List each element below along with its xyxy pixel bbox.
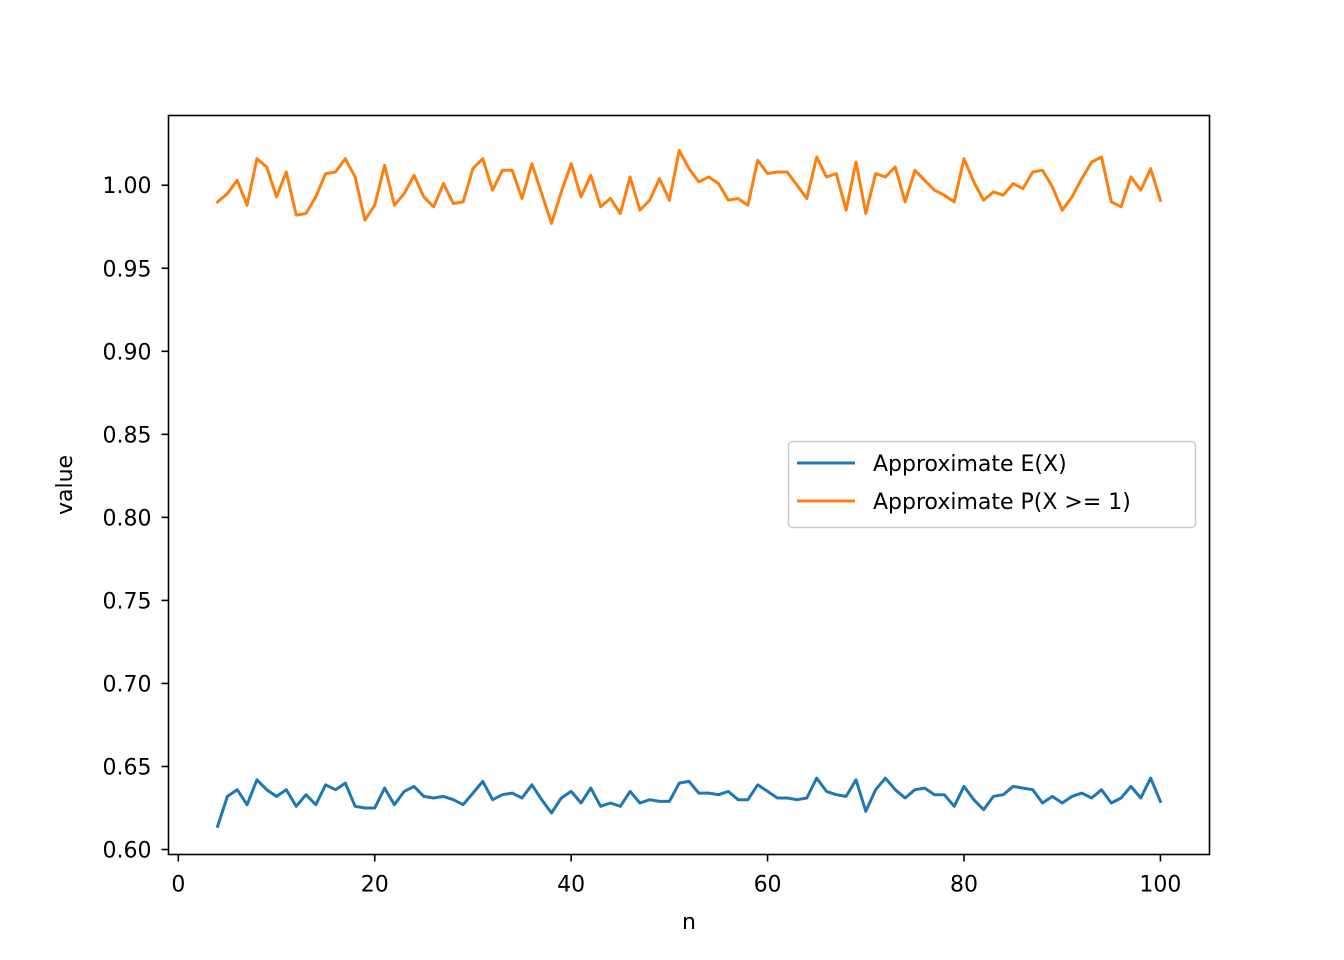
legend: Approximate E(X) Approximate P(X >= 1) [787, 440, 1197, 529]
x-tick-label: 40 [557, 873, 585, 898]
series-line-1 [215, 148, 1163, 225]
legend-label-approximate-ex: Approximate E(X) [873, 452, 1067, 477]
series-layer [215, 148, 1163, 829]
y-tick-label: 0.80 [103, 506, 152, 531]
y-axis-label: value [53, 455, 78, 515]
y-axis: 0.60 0.65 0.70 0.75 0.80 0.85 0.90 0.95 1.00 [103, 174, 169, 864]
y-tick-label: 0.70 [103, 672, 152, 697]
x-tick-label: 100 [1139, 873, 1181, 898]
x-tick-label: 80 [950, 873, 978, 898]
legend-label-approximate-p: Approximate P(X >= 1) [873, 490, 1131, 515]
y-tick-label: 0.65 [103, 755, 152, 780]
x-axis-label: n [682, 910, 696, 935]
x-tick-label: 0 [171, 873, 185, 898]
series-line-0 [215, 776, 1163, 829]
y-tick-label: 0.90 [103, 340, 152, 365]
y-tick-label: 0.75 [103, 589, 152, 614]
y-tick-label: 0.85 [103, 423, 152, 448]
legend-box [787, 440, 1197, 529]
y-tick-label: 0.95 [103, 257, 152, 282]
x-tick-label: 60 [754, 873, 782, 898]
y-tick-label: 0.60 [103, 839, 152, 864]
x-tick-label: 20 [361, 873, 389, 898]
y-tick-label: 1.00 [103, 174, 152, 199]
x-axis: 0 20 40 60 80 100 [171, 854, 1181, 898]
plot-frame [167, 114, 1211, 856]
